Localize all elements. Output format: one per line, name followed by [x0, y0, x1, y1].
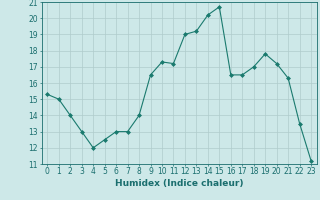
X-axis label: Humidex (Indice chaleur): Humidex (Indice chaleur)	[115, 179, 244, 188]
